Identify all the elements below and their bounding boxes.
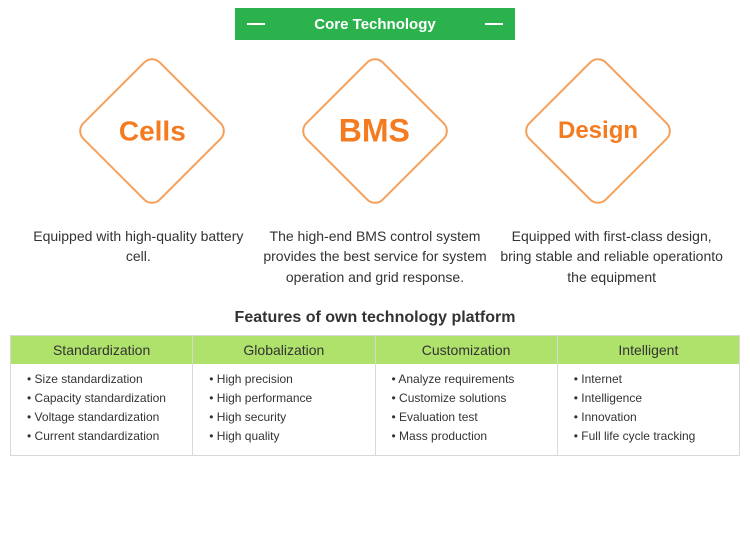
- diamond-wrap-bms: BMS: [275, 76, 475, 186]
- feature-item: High precision: [209, 370, 366, 389]
- diamond-wrap-design: Design: [498, 76, 698, 186]
- feature-body-0: Size standardization Capacity standardiz…: [11, 364, 192, 455]
- feature-item: Capacity standardization: [27, 389, 184, 408]
- feature-item: Intelligence: [574, 389, 731, 408]
- feature-item: Full life cycle tracking: [574, 427, 731, 446]
- diamond-wrap-cells: Cells: [52, 76, 252, 186]
- feature-col-2: Customization Analyze requirements Custo…: [376, 336, 558, 455]
- feature-item: Customize solutions: [392, 389, 549, 408]
- feature-body-2: Analyze requirements Customize solutions…: [376, 364, 557, 455]
- feature-head-0: Standardization: [11, 336, 192, 364]
- diamonds-row: Cells BMS Design: [0, 76, 750, 186]
- header-line-left: [247, 23, 265, 25]
- features-title: Features of own technology platform: [0, 309, 750, 327]
- feature-item: Analyze requirements: [392, 370, 549, 389]
- descs-row: Equipped with high-quality battery cell.…: [0, 226, 750, 287]
- diamond-label-bms: BMS: [339, 112, 410, 149]
- feature-body-3: Internet Intelligence Innovation Full li…: [558, 364, 739, 455]
- feature-item: Size standardization: [27, 370, 184, 389]
- feature-item: Mass production: [392, 427, 549, 446]
- feature-item: High quality: [209, 427, 366, 446]
- feature-head-1: Globalization: [193, 336, 374, 364]
- feature-head-3: Intelligent: [558, 336, 739, 364]
- header-line-right: [485, 23, 503, 25]
- header-title: Core Technology: [314, 16, 435, 33]
- feature-head-2: Customization: [376, 336, 557, 364]
- diamond-label-design: Design: [558, 117, 638, 145]
- feature-item: Evaluation test: [392, 408, 549, 427]
- feature-item: High performance: [209, 389, 366, 408]
- feature-col-3: Intelligent Internet Intelligence Innova…: [558, 336, 739, 455]
- feature-col-0: Standardization Size standardization Cap…: [11, 336, 193, 455]
- desc-bms: The high-end BMS control system provides…: [260, 226, 490, 287]
- desc-design: Equipped with first-class design, bring …: [497, 226, 727, 287]
- diamond-design: Design: [521, 53, 677, 209]
- diamond-bms: BMS: [297, 53, 453, 209]
- feature-col-1: Globalization High precision High perfor…: [193, 336, 375, 455]
- feature-item: Innovation: [574, 408, 731, 427]
- header-bar: Core Technology: [235, 8, 515, 40]
- features-table: Standardization Size standardization Cap…: [10, 335, 740, 456]
- feature-item: Voltage standardization: [27, 408, 184, 427]
- feature-item: High security: [209, 408, 366, 427]
- feature-item: Internet: [574, 370, 731, 389]
- diamond-cells: Cells: [74, 53, 230, 209]
- desc-cells: Equipped with high-quality battery cell.: [23, 226, 253, 287]
- feature-item: Current standardization: [27, 427, 184, 446]
- feature-body-1: High precision High performance High sec…: [193, 364, 374, 455]
- diamond-label-cells: Cells: [118, 115, 185, 147]
